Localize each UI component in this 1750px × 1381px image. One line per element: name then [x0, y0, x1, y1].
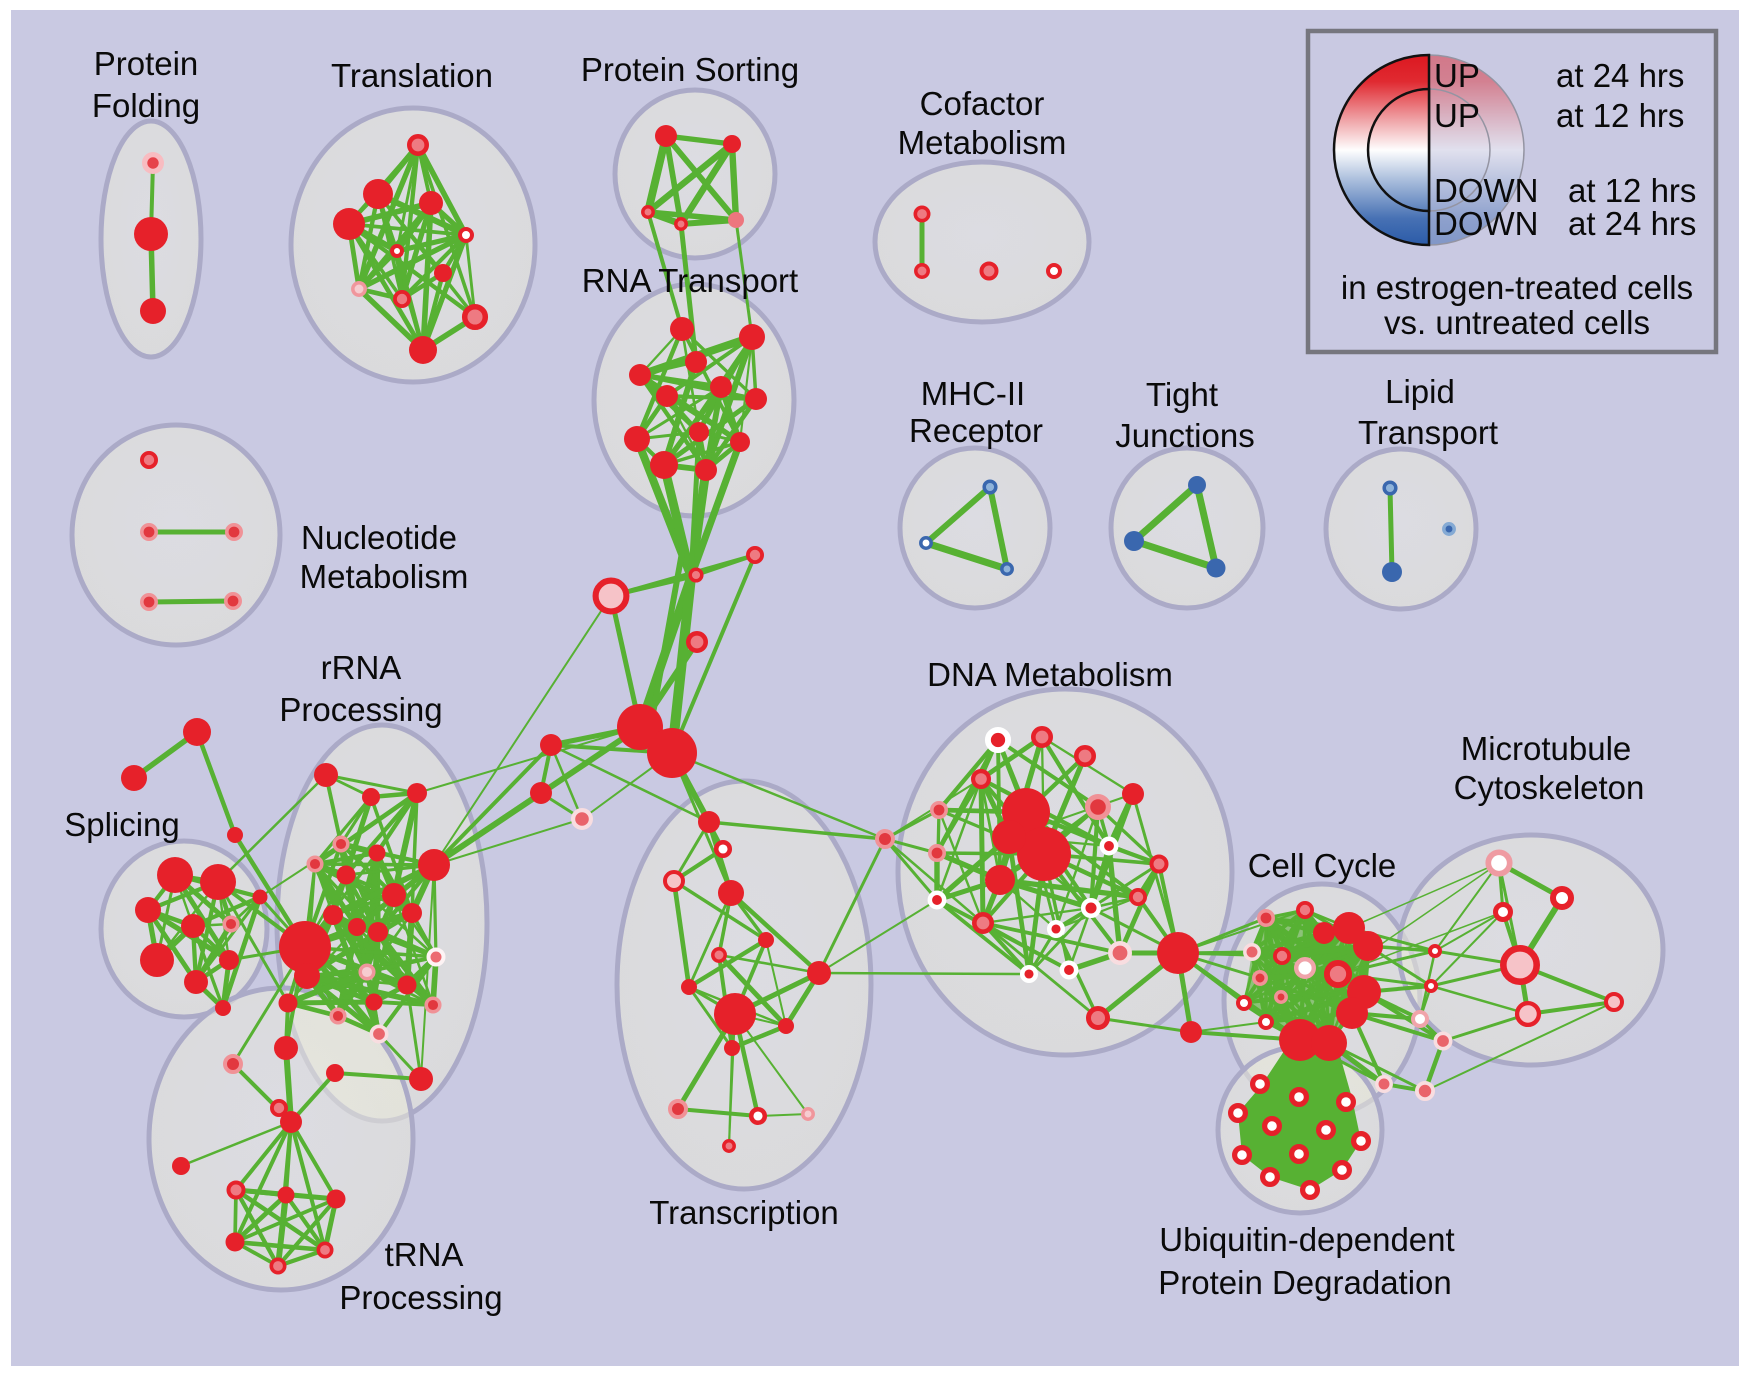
- svg-text:UP: UP: [1434, 97, 1480, 134]
- svg-text:Translation: Translation: [331, 57, 493, 94]
- svg-text:Transcription: Transcription: [649, 1194, 839, 1231]
- svg-text:at 24 hrs: at 24 hrs: [1568, 205, 1696, 242]
- svg-text:Folding: Folding: [92, 87, 200, 124]
- svg-text:Protein: Protein: [94, 45, 199, 82]
- svg-text:DNA Metabolism: DNA Metabolism: [927, 656, 1173, 693]
- svg-text:RNA Transport: RNA Transport: [582, 262, 798, 299]
- svg-text:vs. untreated cells: vs. untreated cells: [1384, 304, 1650, 341]
- svg-text:Protein Sorting: Protein Sorting: [581, 51, 799, 88]
- svg-text:Tight: Tight: [1146, 376, 1218, 413]
- svg-text:at 12 hrs: at 12 hrs: [1568, 172, 1696, 209]
- svg-text:Microtubule: Microtubule: [1461, 730, 1632, 767]
- svg-text:Ubiquitin-dependent: Ubiquitin-dependent: [1159, 1221, 1454, 1258]
- svg-text:Metabolism: Metabolism: [898, 124, 1067, 161]
- svg-text:Processing: Processing: [279, 691, 442, 728]
- svg-text:MHC-II: MHC-II: [921, 375, 1025, 412]
- svg-text:Junctions: Junctions: [1115, 417, 1254, 454]
- svg-text:in estrogen-treated cells: in estrogen-treated cells: [1341, 269, 1693, 306]
- svg-text:Lipid: Lipid: [1385, 373, 1455, 410]
- svg-text:at 24 hrs: at 24 hrs: [1556, 57, 1684, 94]
- svg-text:Receptor: Receptor: [909, 412, 1043, 449]
- svg-text:Metabolism: Metabolism: [300, 558, 469, 595]
- svg-text:rRNA: rRNA: [321, 649, 402, 686]
- svg-text:Processing: Processing: [339, 1279, 502, 1316]
- svg-text:Cell Cycle: Cell Cycle: [1248, 847, 1397, 884]
- svg-text:DOWN: DOWN: [1434, 172, 1538, 209]
- svg-text:at 12 hrs: at 12 hrs: [1556, 97, 1684, 134]
- svg-text:DOWN: DOWN: [1434, 205, 1538, 242]
- svg-text:UP: UP: [1434, 57, 1480, 94]
- svg-text:Transport: Transport: [1358, 414, 1498, 451]
- svg-text:Cofactor: Cofactor: [920, 85, 1045, 122]
- svg-text:tRNA: tRNA: [385, 1236, 464, 1273]
- svg-text:Nucleotide: Nucleotide: [301, 519, 457, 556]
- svg-text:Protein Degradation: Protein Degradation: [1158, 1264, 1452, 1301]
- svg-text:Splicing: Splicing: [64, 806, 180, 843]
- svg-text:Cytoskeleton: Cytoskeleton: [1454, 769, 1645, 806]
